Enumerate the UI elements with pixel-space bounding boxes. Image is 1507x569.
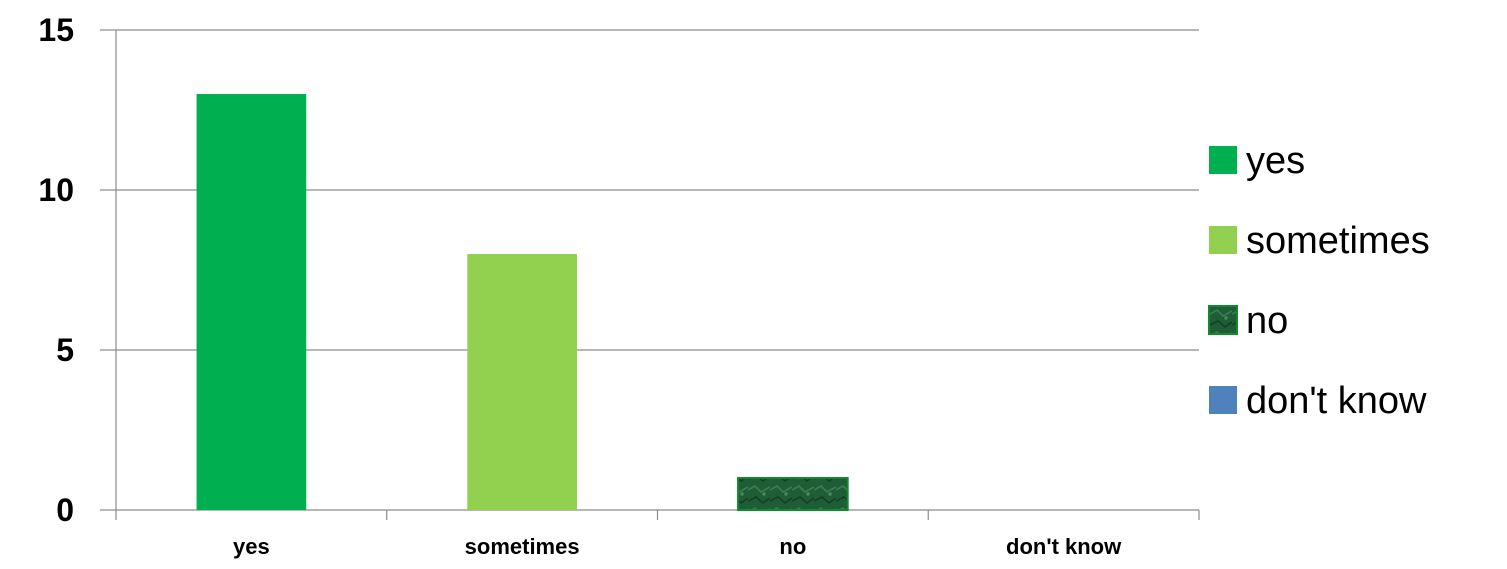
legend-label: no: [1246, 300, 1288, 342]
x-tick-labels: yes sometimes no don't know: [233, 534, 1122, 559]
bar-yes: [196, 94, 307, 510]
legend: yes sometimes no don't know: [1208, 140, 1430, 422]
x-tick-label: no: [779, 534, 806, 559]
legend-swatch: [1208, 305, 1238, 335]
y-tick-label: 5: [56, 332, 74, 368]
legend-swatch: [1209, 146, 1237, 174]
bar-no: [737, 477, 849, 511]
legend-swatch: [1209, 226, 1237, 254]
legend-label: yes: [1246, 140, 1305, 182]
legend-label: don't know: [1246, 380, 1427, 422]
bars: [196, 94, 849, 511]
legend-swatch: [1209, 386, 1237, 414]
legend-label: sometimes: [1246, 220, 1430, 262]
y-tick-label: 0: [56, 492, 74, 528]
bar-sometimes: [467, 254, 577, 510]
y-tick-label: 15: [38, 12, 74, 48]
x-tick-label: yes: [233, 534, 270, 559]
y-tick-label: 10: [38, 172, 74, 208]
x-tick-label: don't know: [1006, 534, 1122, 559]
y-tick-labels: 0 5 10 15: [38, 12, 74, 528]
x-tick-label: sometimes: [465, 534, 580, 559]
